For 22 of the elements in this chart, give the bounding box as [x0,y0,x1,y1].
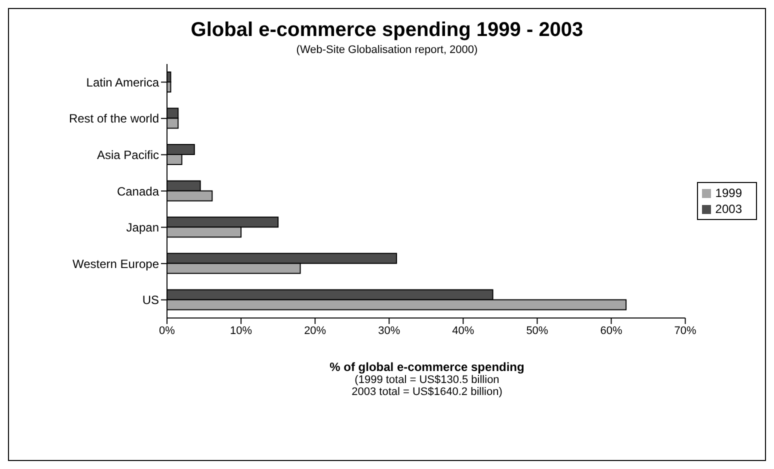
x-tick-label: 60% [600,324,622,337]
x-axis-title: % of global e-commerce spending [328,360,526,374]
x-tick-label: 20% [304,324,326,337]
y-tick-label: Latin America [86,75,160,90]
y-tick-label: Japan [126,220,159,235]
text: (1999 total = US$130.5 billion [354,374,500,386]
legend-label: 1999 [715,186,742,200]
x-tick-label: 70% [674,324,697,337]
y-tick-label: Rest of the world [68,112,159,126]
chart-subtitle: (Web-Site Globalisation report, 2000) [295,44,479,56]
text: 2003 total = US$1640.2 billion) [350,386,504,398]
y-tick-label: Canada [116,184,160,198]
x-tick-label: 0% [159,324,176,337]
chart-title: Global e-commerce spending 1999 - 2003 [190,19,584,42]
y-tick-label: Asia Pacific [96,148,159,162]
x-tick-label: 50% [526,324,548,337]
x-tick-label: 10% [230,324,252,337]
x-tick-label: 30% [378,324,400,337]
x-tick-label: 40% [452,324,474,337]
legend-label: 2003 [715,202,742,216]
y-tick-label: Western Europe [72,256,160,271]
y-tick-label: US [142,293,159,308]
